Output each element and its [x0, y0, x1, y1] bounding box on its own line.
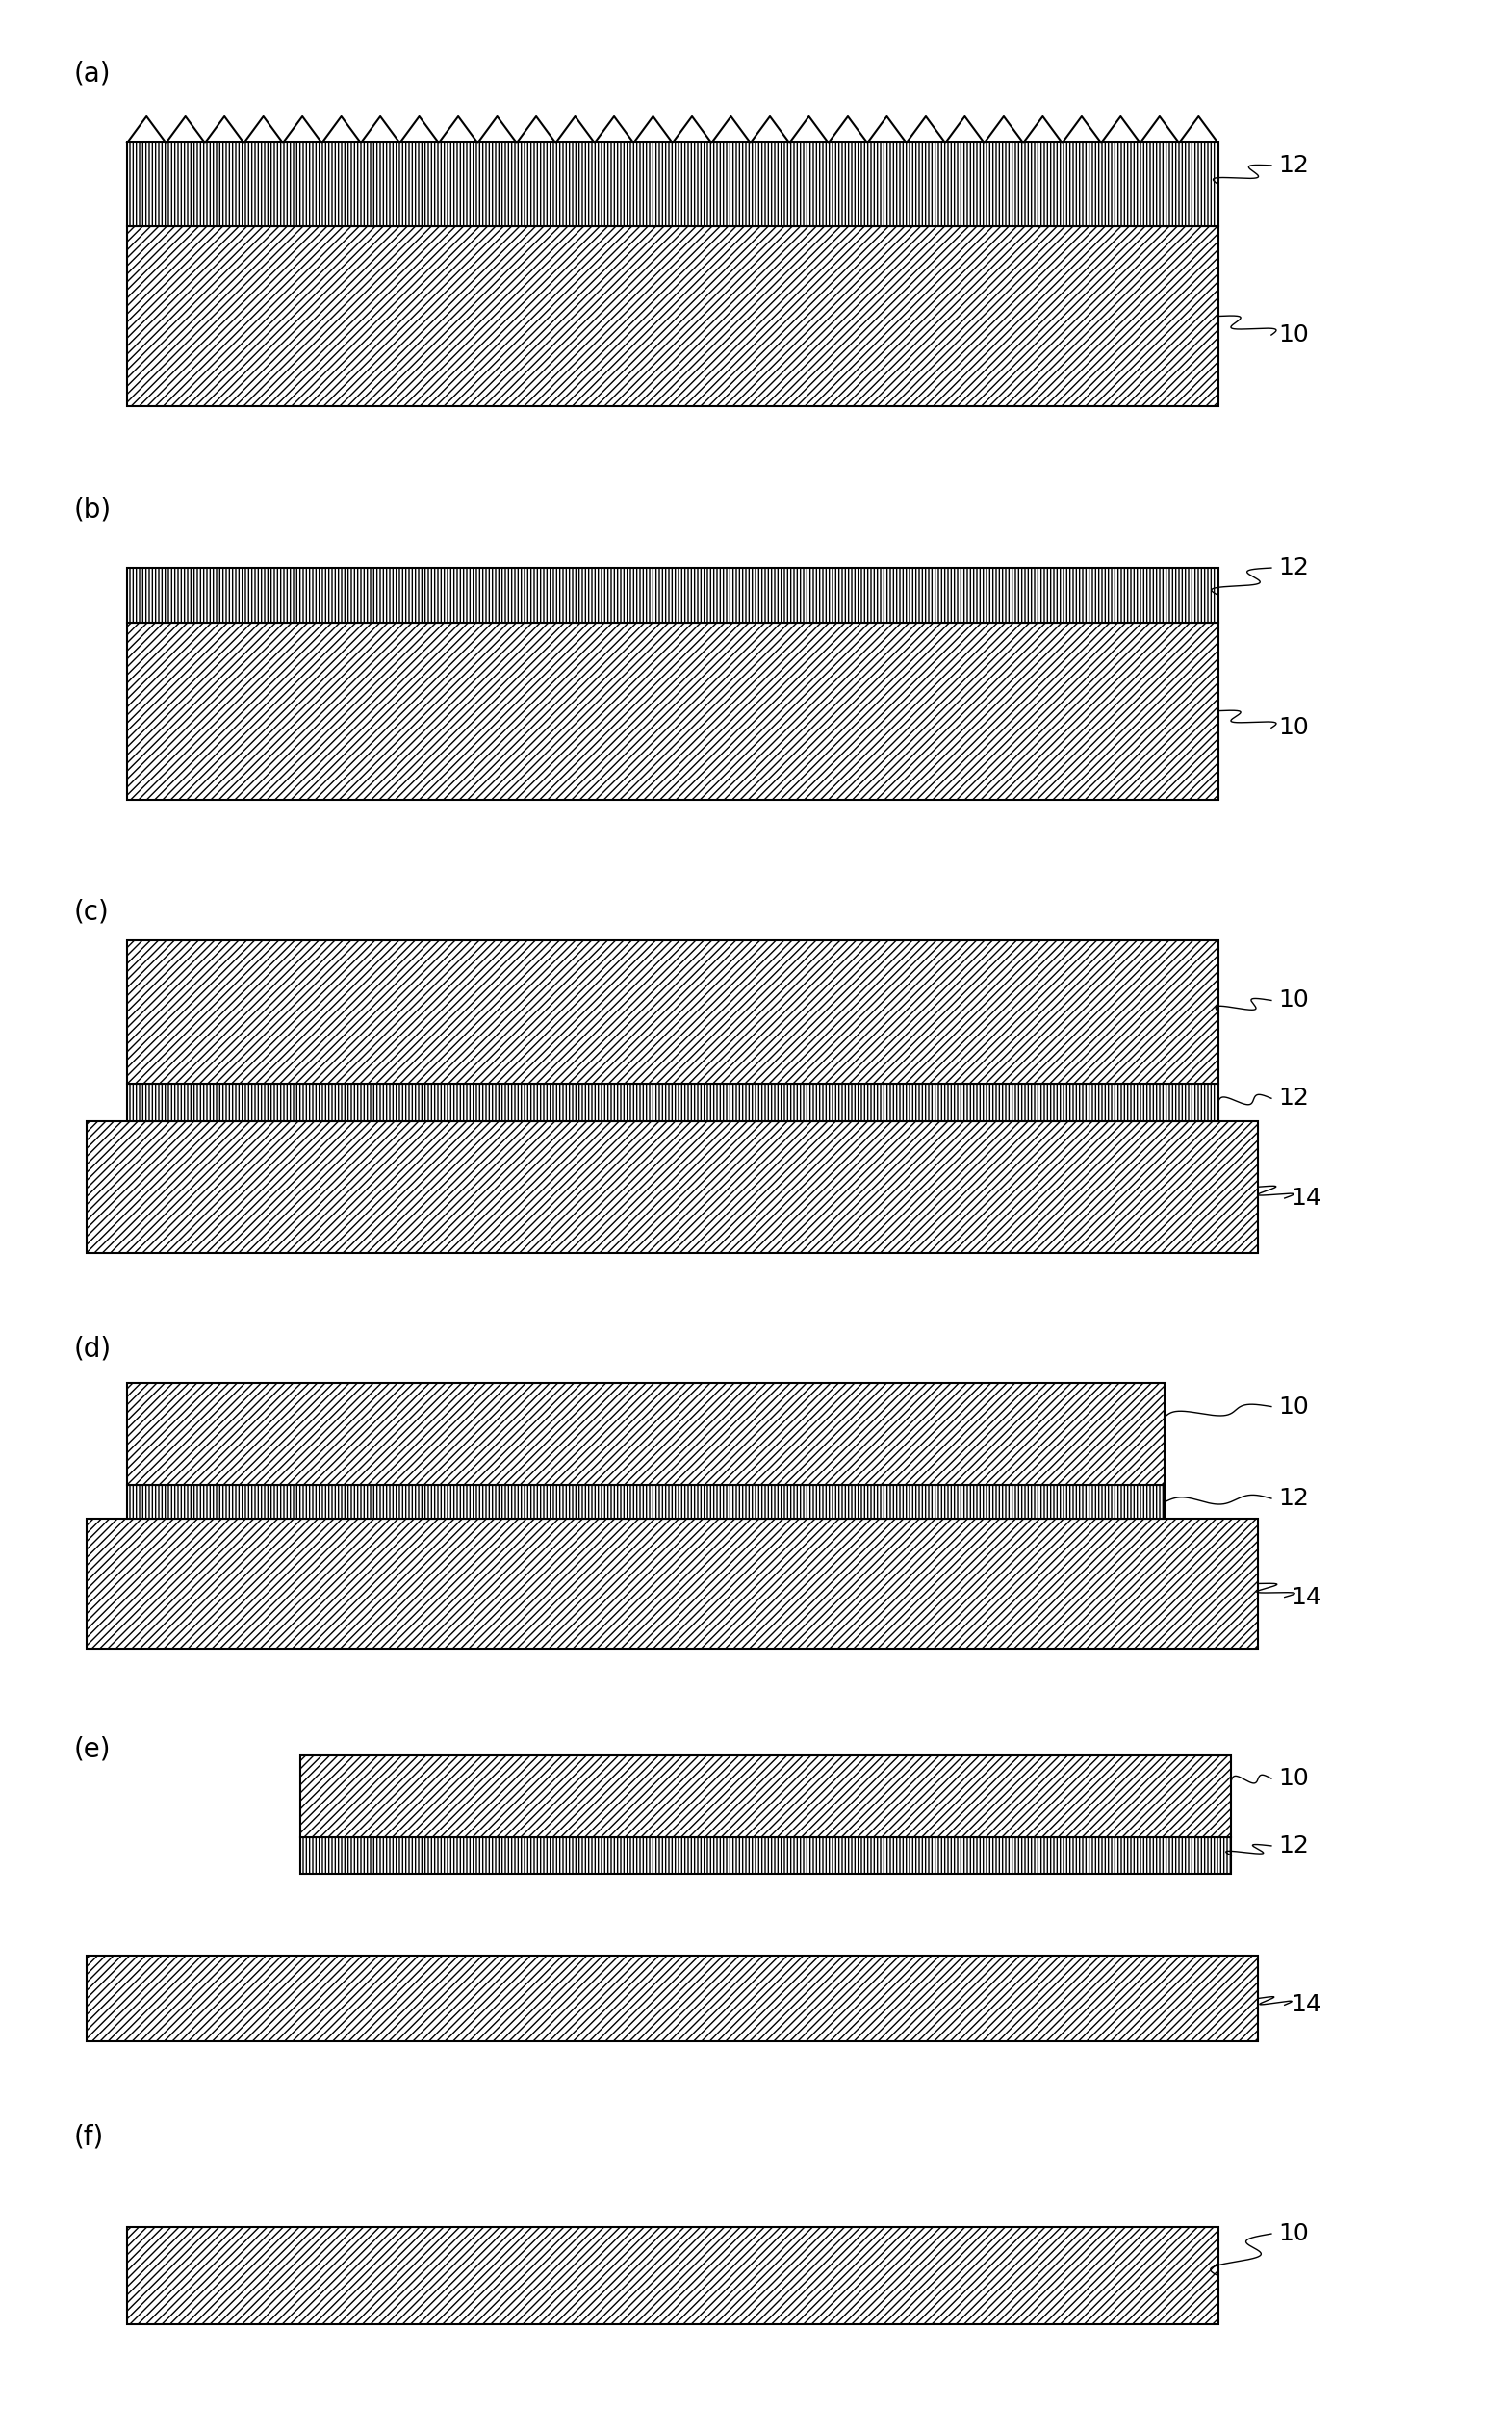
Text: (f): (f) — [74, 2122, 104, 2151]
Text: 10: 10 — [1278, 1395, 1308, 1417]
Text: 12: 12 — [1278, 1488, 1308, 1510]
Bar — [127, 1383, 1164, 1485]
Text: 10: 10 — [1278, 989, 1308, 1011]
Bar — [127, 941, 1219, 1084]
Bar — [88, 1519, 1258, 1648]
Bar — [299, 1838, 1231, 1874]
Text: 10: 10 — [1278, 323, 1308, 348]
Text: (c): (c) — [74, 899, 109, 926]
Bar — [127, 1485, 1164, 1519]
Text: 14: 14 — [1291, 1993, 1321, 2018]
Text: 12: 12 — [1278, 153, 1308, 177]
Text: (d): (d) — [74, 1335, 112, 1361]
Text: 12: 12 — [1278, 557, 1308, 579]
Bar — [127, 1084, 1219, 1121]
Bar — [127, 143, 1219, 226]
Text: 14: 14 — [1291, 1585, 1321, 1609]
Text: 12: 12 — [1278, 1835, 1308, 1857]
Text: 10: 10 — [1278, 2222, 1308, 2246]
Text: (a): (a) — [74, 61, 110, 88]
Text: 14: 14 — [1291, 1186, 1321, 1211]
Text: 12: 12 — [1278, 1087, 1308, 1111]
Text: 10: 10 — [1278, 717, 1308, 739]
Bar — [127, 622, 1219, 800]
Bar — [299, 1755, 1231, 1838]
Bar — [127, 2227, 1219, 2324]
Bar — [88, 1121, 1258, 1252]
Text: 10: 10 — [1278, 1767, 1308, 1789]
Text: (e): (e) — [74, 1736, 110, 1762]
Bar — [127, 569, 1219, 622]
Bar — [88, 1955, 1258, 2042]
Text: (b): (b) — [74, 496, 112, 523]
Bar — [127, 226, 1219, 406]
